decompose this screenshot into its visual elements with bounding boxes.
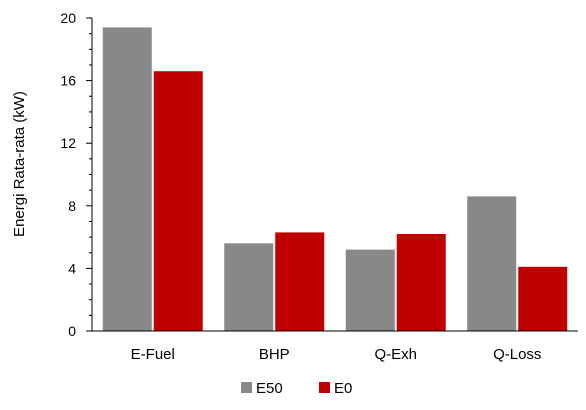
y-axis-label: Energi Rata-rata (kW) [11,91,28,237]
bar-e0-q-exh [396,233,446,331]
bar-e0-q-loss [518,266,568,331]
x-tick-label: E-Fuel [131,346,175,363]
y-tick-label: 12 [60,135,76,151]
legend-label-e50: E50 [256,380,283,397]
legend-label-e0: E0 [334,380,352,397]
x-tick-label: Q-Exh [374,346,417,363]
bars-group [102,27,568,332]
bar-e0-bhp [275,232,325,331]
bar-e50-e-fuel [102,27,152,331]
y-ticks-group: 0 4 8 12 16 20 [60,10,92,339]
x-labels-group: E-Fuel BHP Q-Exh Q-Loss [131,346,542,363]
legend-swatch-e50 [241,382,252,393]
y-tick-label: 0 [68,323,76,339]
y-tick-label: 4 [68,260,76,276]
y-tick-label: 16 [60,73,76,89]
bar-e50-q-loss [467,196,517,331]
x-tick-label: Q-Loss [493,346,541,363]
y-tick-label: 8 [68,198,76,214]
x-tick-label: BHP [259,346,290,363]
legend: E50 E0 [241,380,352,397]
y-tick-label: 20 [60,10,76,26]
bar-e0-e-fuel [153,71,203,332]
legend-swatch-e0 [319,382,330,393]
bar-e50-q-exh [345,249,395,331]
bar-e50-bhp [224,243,274,331]
